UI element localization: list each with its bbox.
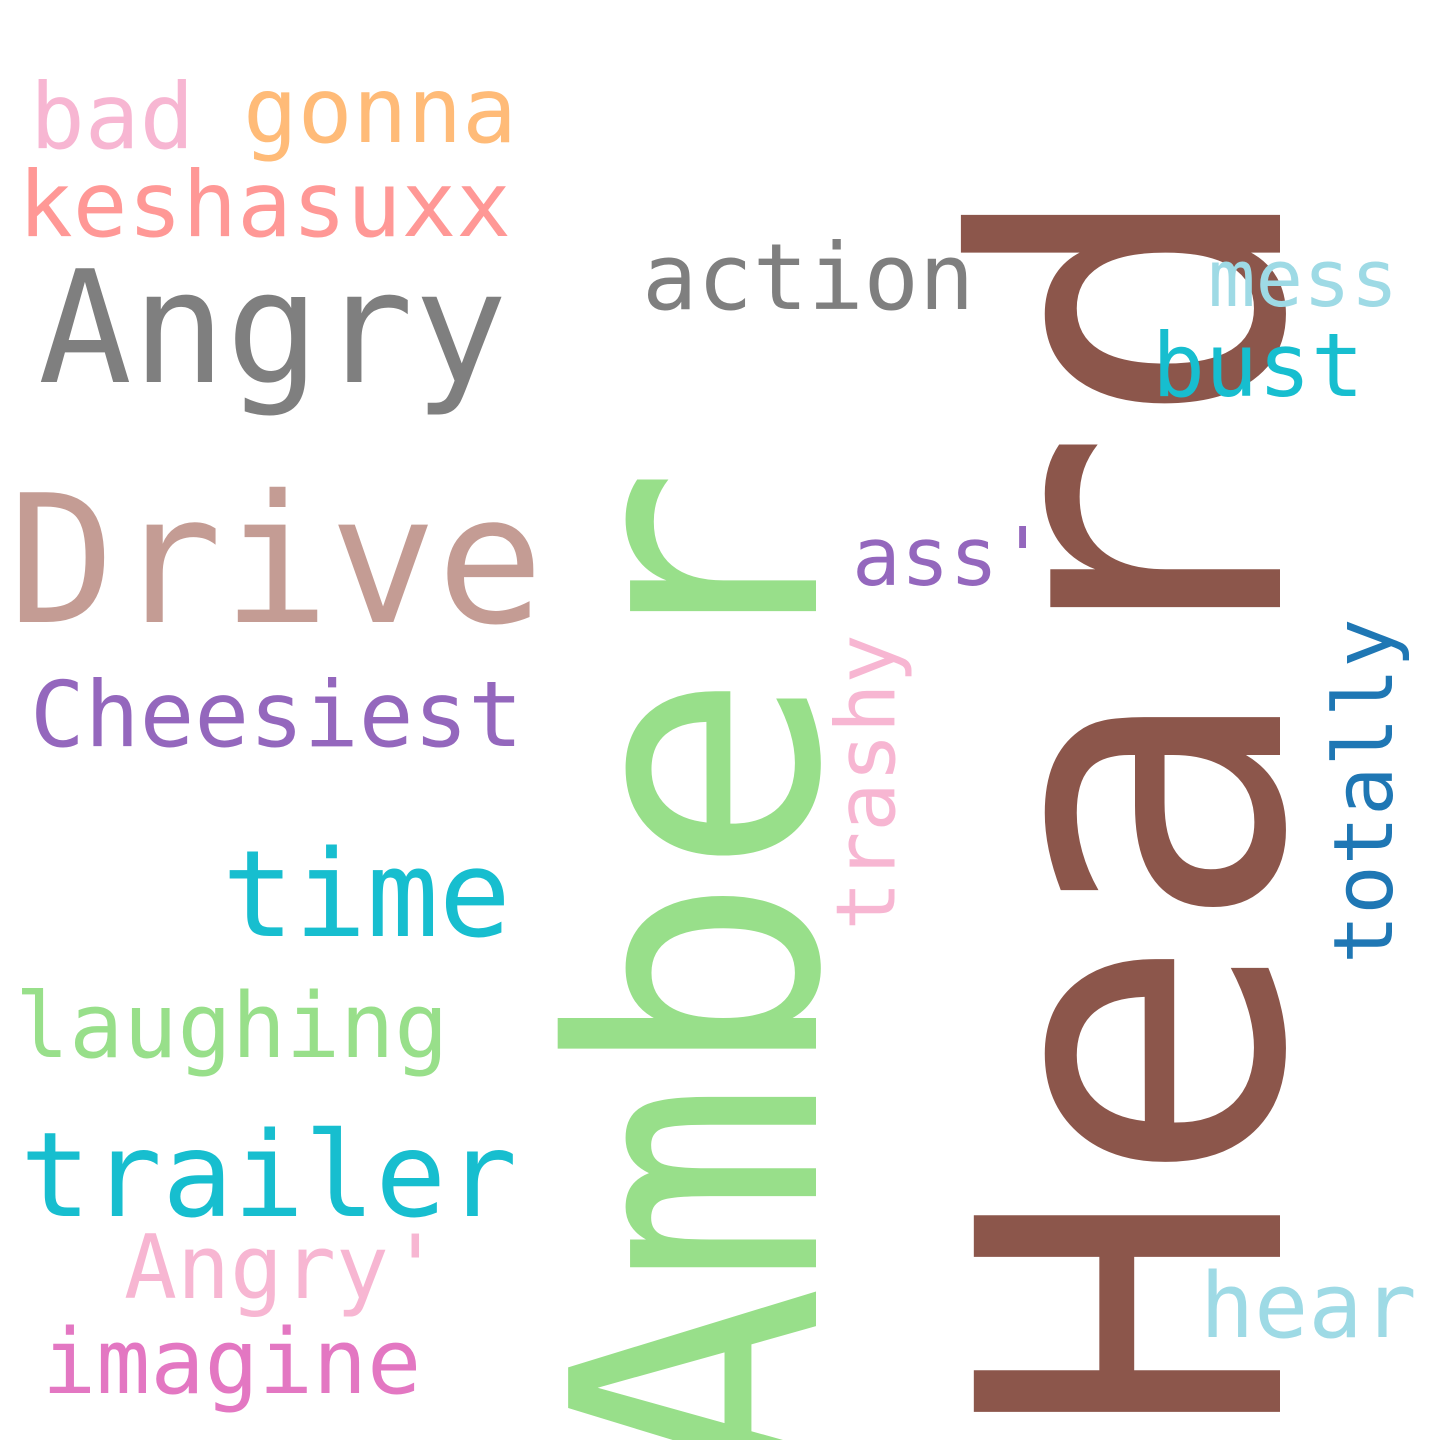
word-angry-quote: Angry' bbox=[124, 1216, 442, 1319]
word-time: time bbox=[222, 826, 511, 965]
word-action: action bbox=[642, 224, 975, 331]
word-gonna: gonna bbox=[243, 59, 517, 164]
word-mess: mess bbox=[1208, 233, 1399, 325]
word-angry: Angry bbox=[38, 237, 508, 419]
word-totally: totally bbox=[1317, 618, 1412, 964]
word-laughing: laughing bbox=[15, 974, 449, 1079]
word-bad: bad bbox=[30, 65, 195, 170]
word-heard: Heard bbox=[891, 175, 1380, 1440]
word-keshasuxx: keshasuxx bbox=[18, 153, 512, 258]
word-cheesiest: Cheesiest bbox=[30, 663, 524, 768]
word-amber: Amber bbox=[501, 466, 897, 1440]
word-trashy: trashy bbox=[819, 634, 915, 931]
word-drive: Drive bbox=[8, 457, 544, 664]
word-bust: bust bbox=[1152, 314, 1364, 417]
word-imagine: imagine bbox=[42, 1310, 422, 1415]
word-trailer: trailer bbox=[20, 1106, 518, 1244]
word-ass: ass' bbox=[852, 511, 1048, 605]
word-hear: hear bbox=[1200, 1254, 1417, 1359]
